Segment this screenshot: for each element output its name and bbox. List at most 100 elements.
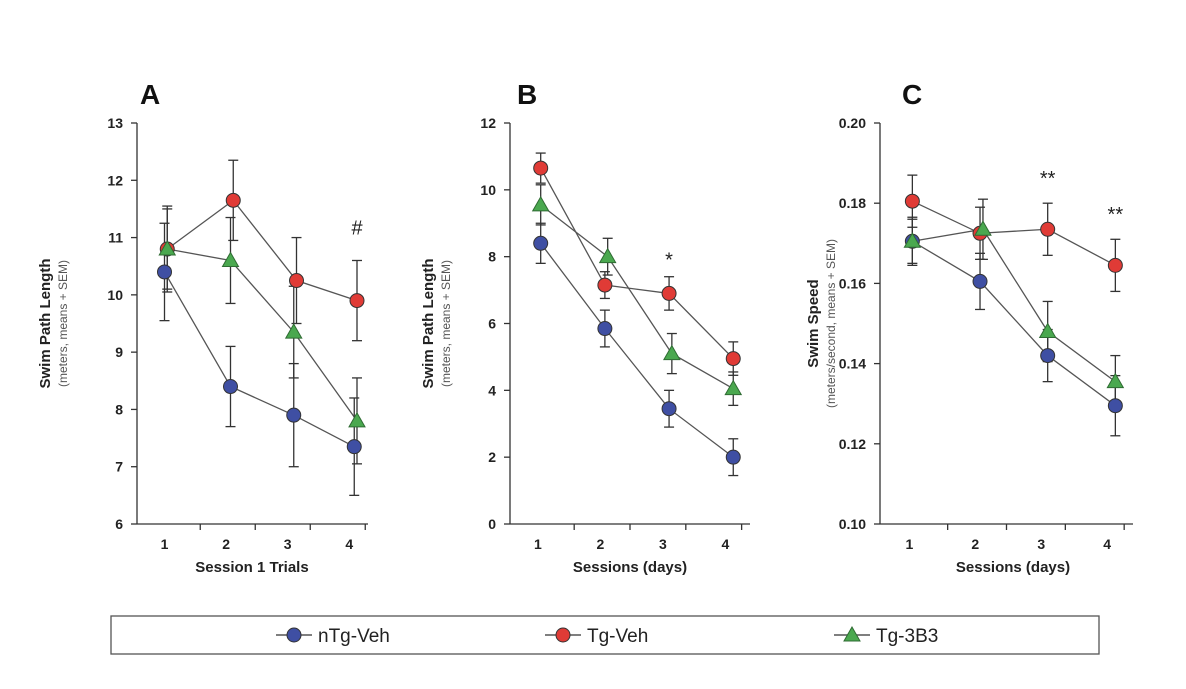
y-axis-label: Swim Path Length <box>37 258 54 388</box>
y-tick-label: 8 <box>488 249 496 265</box>
y-axis-sublabel: (meters, means + SEM) <box>439 260 453 387</box>
data-point-ntg-veh <box>223 379 238 395</box>
x-tick-label: 4 <box>722 536 730 552</box>
significance-marker: * <box>665 250 673 272</box>
data-point-tg-3b3 <box>974 220 992 236</box>
data-point-ntg-veh <box>1040 348 1056 364</box>
legend-label: Tg-3B3 <box>876 626 938 647</box>
series-line-tg-3b3 <box>540 204 734 390</box>
data-point-tg-veh <box>661 285 677 301</box>
series-line-ntg-veh <box>540 242 734 458</box>
data-point-tg-veh <box>904 193 920 209</box>
data-point-tg-veh <box>725 351 741 367</box>
series-line-ntg-veh <box>912 240 1116 407</box>
x-axis-label: Sessions (days) <box>956 559 1070 576</box>
y-tick-label: 0.16 <box>839 275 866 291</box>
legend-marker-ntg-veh <box>286 627 302 643</box>
data-point-tg-veh <box>533 160 549 176</box>
y-tick-label: 10 <box>480 182 496 198</box>
legend-label: Tg-Veh <box>587 626 648 647</box>
data-point-ntg-veh <box>533 235 549 251</box>
y-tick-label: 6 <box>488 316 496 332</box>
y-tick-label: 7 <box>115 459 123 475</box>
x-axis-label: Session 1 Trials <box>195 559 308 576</box>
panel-letter: C <box>902 79 922 110</box>
data-point-ntg-veh <box>346 439 362 455</box>
significance-marker: ** <box>1108 204 1124 226</box>
x-tick-label: 3 <box>659 536 667 552</box>
significance-marker: # <box>351 218 363 240</box>
data-point-tg-veh <box>225 192 241 208</box>
data-point-tg-3b3 <box>284 323 303 339</box>
data-point-tg-3b3 <box>598 247 617 264</box>
data-point-tg-3b3 <box>662 344 681 361</box>
significance-marker: ** <box>1040 168 1056 190</box>
y-tick-label: 0.18 <box>839 195 866 211</box>
series-line-tg-3b3 <box>912 228 1116 383</box>
panel-letter: B <box>517 79 537 110</box>
data-point-tg-3b3 <box>1038 322 1057 339</box>
data-point-ntg-veh <box>286 407 302 423</box>
x-tick-label: 1 <box>906 536 914 552</box>
y-tick-label: 11 <box>108 230 123 246</box>
data-point-ntg-veh <box>1107 398 1123 414</box>
x-tick-label: 2 <box>597 536 605 552</box>
y-tick-label: 12 <box>107 172 123 188</box>
y-tick-label: 9 <box>115 344 123 360</box>
data-point-ntg-veh <box>597 321 613 337</box>
y-axis-sublabel: (meters/second, means + SEM) <box>824 239 838 408</box>
data-point-tg-3b3 <box>158 240 177 256</box>
x-tick-label: 1 <box>534 536 542 552</box>
y-axis-label: Swim Path Length <box>420 258 437 388</box>
y-tick-label: 0.20 <box>839 115 866 131</box>
x-tick-label: 3 <box>284 536 292 552</box>
data-point-ntg-veh <box>972 273 988 289</box>
legend-box <box>110 615 1100 655</box>
data-point-tg-3b3 <box>348 411 366 428</box>
data-point-ntg-veh <box>157 264 172 280</box>
series-line-tg-3b3 <box>167 248 358 422</box>
y-tick-label: 0.12 <box>839 436 866 452</box>
panel-letter: A <box>140 79 160 110</box>
series-line-tg-veh <box>912 200 1116 266</box>
y-tick-label: 8 <box>115 401 123 417</box>
legend-item-ntg-veh: nTg-Veh <box>276 626 390 647</box>
y-tick-label: 6 <box>115 516 123 532</box>
legend: nTg-Veh Tg-Veh Tg-3B3 <box>110 615 1100 655</box>
x-tick-label: 4 <box>345 536 353 552</box>
y-tick-label: 13 <box>107 115 123 131</box>
data-point-tg-veh <box>349 293 365 309</box>
legend-item-tg-veh: Tg-Veh <box>545 626 648 647</box>
x-axis-label: Sessions (days) <box>573 559 687 576</box>
legend-item-tg-3b3: Tg-3B3 <box>834 625 938 647</box>
chart-panel-c: C 0.10 0.12 0.14 0.16 0.18 0.20 1 2 3 4 Sessions (d… <box>805 79 1133 576</box>
data-point-tg-3b3 <box>531 195 550 212</box>
y-tick-label: 0.10 <box>839 516 866 532</box>
y-tick-label: 4 <box>488 382 496 398</box>
x-tick-label: 3 <box>1037 536 1045 552</box>
x-tick-label: 1 <box>161 536 169 552</box>
series-line-tg-veh <box>166 199 358 302</box>
data-point-tg-3b3 <box>903 232 922 248</box>
data-point-ntg-veh <box>725 449 741 465</box>
data-point-tg-3b3 <box>221 251 240 267</box>
legend-marker-tg-3b3 <box>843 625 861 642</box>
y-tick-label: 0 <box>488 516 496 532</box>
data-point-tg-3b3 <box>1106 372 1125 389</box>
y-axis-sublabel: (meters, means + SEM) <box>56 260 70 387</box>
y-axis-label: Swim Speed <box>805 279 822 367</box>
y-tick-label: 10 <box>107 287 123 303</box>
y-tick-label: 2 <box>488 449 496 465</box>
legend-marker-tg-veh <box>555 627 571 643</box>
data-point-ntg-veh <box>661 401 677 417</box>
x-tick-label: 2 <box>222 536 230 552</box>
data-point-tg-veh <box>1107 257 1123 273</box>
data-point-tg-veh <box>289 273 304 289</box>
legend-label: nTg-Veh <box>318 626 390 647</box>
series-line-tg-veh <box>540 167 734 360</box>
data-point-tg-veh <box>1040 221 1056 237</box>
data-point-tg-3b3 <box>724 379 743 396</box>
